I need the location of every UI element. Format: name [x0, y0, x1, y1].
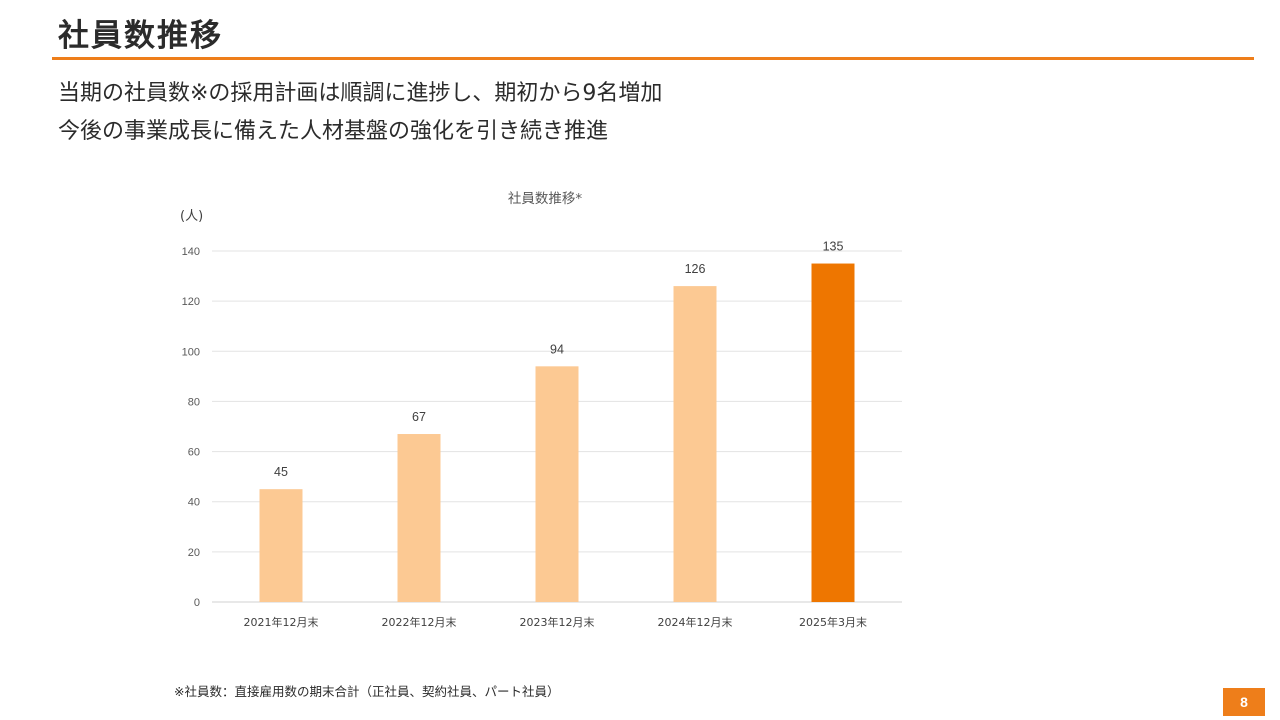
x-tick-label: 2022年12月末 [382, 615, 457, 629]
x-tick-label: 2025年3月末 [799, 615, 867, 629]
y-tick-label: 60 [188, 447, 200, 459]
x-tick-label: 2023年12月末 [520, 615, 595, 629]
chart-title: 社員数推移* [507, 191, 583, 207]
y-tick-label: 80 [188, 396, 200, 408]
x-tick-label: 2021年12月末 [244, 615, 319, 629]
bar [673, 286, 717, 602]
y-tick-label: 140 [182, 246, 200, 258]
title-divider [52, 57, 1254, 60]
data-label: 45 [274, 465, 288, 479]
y-tick-label: 0 [194, 597, 200, 609]
page-number: 8 [1223, 688, 1265, 716]
x-tick-label: 2024年12月末 [658, 615, 733, 629]
y-axis-unit-label: (人) [180, 209, 204, 224]
bar [811, 263, 855, 602]
bar [259, 489, 303, 602]
bar [535, 366, 579, 602]
bar [397, 434, 441, 602]
footnote: ※社員数：直接雇用数の期末合計（正社員、契約社員、パート社員） [174, 684, 560, 699]
lead-line-2: 今後の事業成長に備えた人材基盤の強化を引き続き推進 [58, 119, 609, 144]
data-label: 94 [550, 342, 564, 356]
page-title: 社員数推移 [58, 18, 223, 54]
data-label: 67 [412, 410, 426, 424]
lead-line-1: 当期の社員数※の採用計画は順調に進捗し、期初から9名増加 [58, 81, 663, 106]
y-tick-label: 120 [182, 296, 200, 308]
y-tick-label: 100 [182, 346, 200, 358]
data-label: 135 [823, 240, 844, 254]
data-label: 126 [685, 262, 706, 276]
y-tick-label: 20 [188, 547, 200, 559]
y-tick-label: 40 [188, 497, 200, 509]
